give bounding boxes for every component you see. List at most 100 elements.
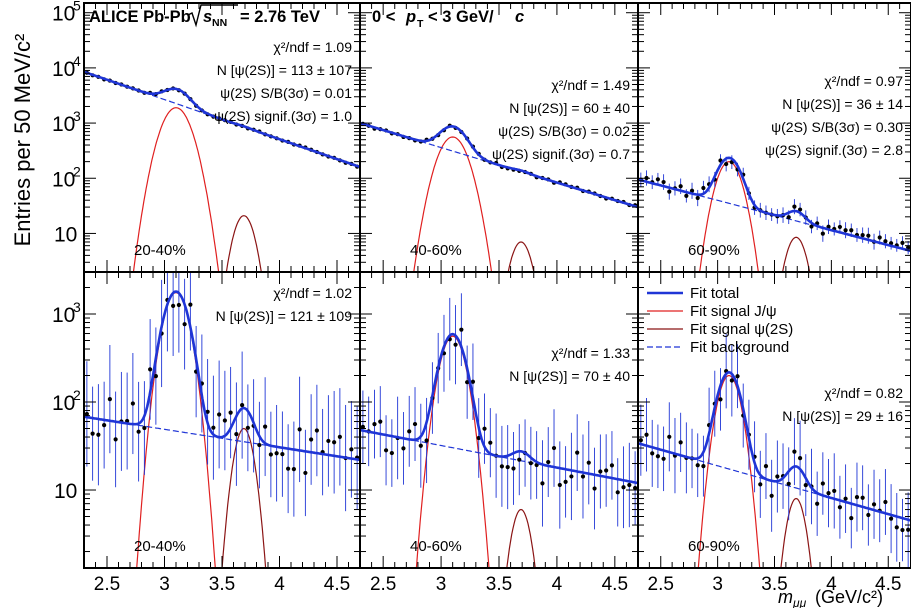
- data-point: [401, 446, 406, 451]
- data-point: [644, 432, 649, 437]
- data-point: [786, 481, 791, 486]
- data-point: [797, 455, 803, 461]
- data-point: [107, 397, 112, 402]
- data-point: [695, 195, 700, 201]
- centrality-label: 40-60%: [410, 242, 462, 259]
- x-tick-label: 4: [552, 574, 563, 595]
- x-tick-label: 3.5: [486, 574, 512, 595]
- data-point: [598, 469, 603, 474]
- centrality-label: 20-40%: [134, 538, 186, 555]
- data-point: [900, 527, 905, 533]
- data-point: [718, 397, 723, 402]
- pt-post: < 3 GeV/: [428, 8, 494, 26]
- fit-stat-text: ψ(2S) signif.(3σ) = 2.8: [765, 142, 903, 158]
- data-point: [758, 482, 763, 487]
- data-point: [843, 228, 848, 233]
- fit-total-line: [360, 121, 638, 209]
- data-point: [689, 188, 695, 193]
- data-point: [563, 479, 568, 484]
- data-point: [797, 207, 803, 212]
- fit-stat-text: χ²/ndf = 0.97: [824, 73, 903, 89]
- data-point: [113, 437, 118, 442]
- data-point: [888, 516, 894, 521]
- data-point: [360, 424, 365, 429]
- data-point: [866, 512, 871, 518]
- data-point: [245, 425, 250, 430]
- data-point: [314, 428, 319, 433]
- data-point: [883, 239, 888, 244]
- data-point: [832, 488, 837, 494]
- data-point: [792, 204, 797, 209]
- data-point: [775, 474, 780, 479]
- data-point: [389, 450, 394, 456]
- y-tick-label-exponent: 3: [73, 299, 81, 315]
- data-point: [627, 482, 632, 488]
- data-point: [678, 184, 683, 189]
- data-point: [701, 464, 706, 469]
- data-point: [655, 177, 661, 182]
- data-point: [900, 240, 905, 245]
- data-point: [418, 443, 423, 448]
- sqrt-sign-icon: [187, 4, 238, 28]
- panel-60-90%-bottom: 2.5 3 3.5 4 4.5 60-90% χ²/ndf = 0.82 N [ψ(2S)] …: [637, 271, 911, 595]
- energy-sub: NN: [212, 17, 227, 29]
- plot-area: [84, 70, 360, 272]
- data-point: [684, 193, 689, 198]
- data-point: [222, 418, 227, 423]
- data-point: [854, 495, 860, 500]
- data-point: [615, 490, 620, 495]
- data-point: [592, 486, 597, 491]
- data-point: [551, 445, 557, 451]
- plot-area: [360, 293, 638, 568]
- fit-total-line: [638, 370, 911, 522]
- x-tick-label: 3: [712, 574, 723, 595]
- pt-pre: 0 <: [372, 8, 395, 26]
- data-point: [621, 485, 626, 490]
- x-axis-sub: μμ: [792, 596, 807, 608]
- data-point: [188, 302, 193, 307]
- data-point: [383, 448, 389, 453]
- data-point: [786, 215, 791, 220]
- legend-label: Fit signal ψ(2S): [690, 321, 793, 338]
- data-point: [280, 452, 285, 457]
- data-point: [297, 427, 302, 432]
- fit-total-line: [84, 70, 360, 169]
- fit-stat-text: N [ψ(2S)] = 29 ± 16: [782, 408, 903, 424]
- data-point: [837, 224, 843, 230]
- data-point: [655, 454, 661, 459]
- data-point: [557, 482, 562, 488]
- data-point: [303, 470, 308, 476]
- y-tick-label: 10: [52, 113, 75, 136]
- data-point: [470, 379, 476, 384]
- plot-area: [638, 333, 911, 568]
- data-point: [234, 432, 239, 437]
- data-point: [286, 466, 291, 471]
- data-point: [96, 432, 101, 437]
- data-point: [667, 189, 672, 194]
- data-point: [820, 481, 825, 486]
- x-tick-label: 4.5: [875, 574, 901, 595]
- data-point: [326, 438, 331, 444]
- data-point: [505, 464, 510, 470]
- data-point: [729, 378, 734, 383]
- fit-stat-text: N [ψ(2S)] = 113 ± 107: [217, 62, 353, 78]
- data-point: [291, 467, 296, 472]
- fit-stat-text: ψ(2S) S/B(3σ) = 0.30: [771, 119, 903, 135]
- y-tick-label-exponent: 3: [73, 108, 81, 124]
- y-tick-label: 10: [52, 304, 75, 327]
- x-axis-title: m μμ (GeV/c²): [778, 587, 883, 608]
- data-point: [182, 322, 187, 327]
- x-tick-label: 2.5: [648, 574, 674, 595]
- pt-c: c: [515, 8, 524, 26]
- plot-area: [84, 272, 360, 568]
- data-point: [349, 447, 354, 452]
- data-point: [171, 303, 176, 308]
- fit-stat-text: χ²/ndf = 1.09: [273, 39, 352, 55]
- data-point: [412, 421, 418, 427]
- data-point: [792, 449, 797, 454]
- data-point: [735, 374, 740, 379]
